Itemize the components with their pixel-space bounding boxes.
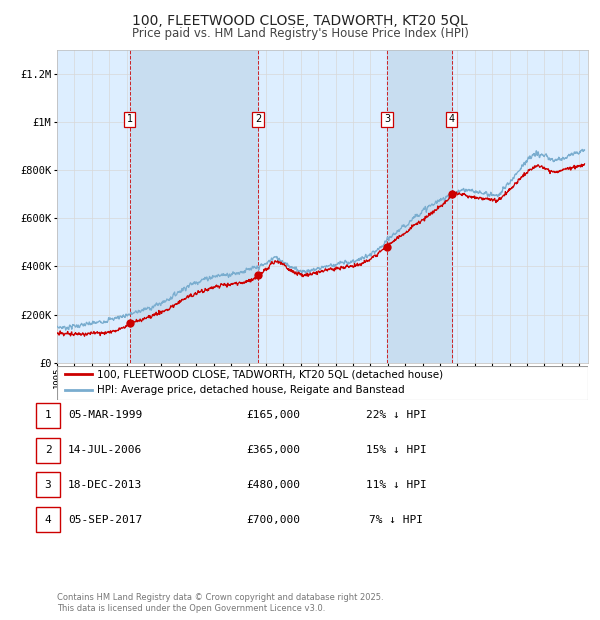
- Bar: [130, 50, 258, 363]
- Text: 3: 3: [384, 115, 390, 125]
- Text: 4: 4: [44, 515, 52, 525]
- Text: 11% ↓ HPI: 11% ↓ HPI: [365, 480, 427, 490]
- Text: 05-SEP-2017: 05-SEP-2017: [68, 515, 142, 525]
- Text: £365,000: £365,000: [246, 445, 300, 455]
- Text: £480,000: £480,000: [246, 480, 300, 490]
- Text: 15% ↓ HPI: 15% ↓ HPI: [365, 445, 427, 455]
- Text: 2: 2: [255, 115, 261, 125]
- Text: 4: 4: [449, 115, 455, 125]
- Text: 100, FLEETWOOD CLOSE, TADWORTH, KT20 5QL: 100, FLEETWOOD CLOSE, TADWORTH, KT20 5QL: [132, 14, 468, 28]
- Text: £165,000: £165,000: [246, 410, 300, 420]
- Text: HPI: Average price, detached house, Reigate and Banstead: HPI: Average price, detached house, Reig…: [97, 385, 404, 395]
- Text: 2: 2: [44, 445, 52, 455]
- Text: Contains HM Land Registry data © Crown copyright and database right 2025.
This d: Contains HM Land Registry data © Crown c…: [57, 593, 383, 613]
- Text: 05-MAR-1999: 05-MAR-1999: [68, 410, 142, 420]
- Text: 1: 1: [44, 410, 52, 420]
- Text: 100, FLEETWOOD CLOSE, TADWORTH, KT20 5QL (detached house): 100, FLEETWOOD CLOSE, TADWORTH, KT20 5QL…: [97, 370, 443, 379]
- Text: 22% ↓ HPI: 22% ↓ HPI: [365, 410, 427, 420]
- FancyBboxPatch shape: [57, 366, 588, 400]
- Text: 18-DEC-2013: 18-DEC-2013: [68, 480, 142, 490]
- Text: 1: 1: [127, 115, 133, 125]
- Text: £700,000: £700,000: [246, 515, 300, 525]
- Text: 7% ↓ HPI: 7% ↓ HPI: [369, 515, 423, 525]
- Text: 14-JUL-2006: 14-JUL-2006: [68, 445, 142, 455]
- Text: 3: 3: [44, 480, 52, 490]
- Bar: [387, 50, 452, 363]
- Text: Price paid vs. HM Land Registry's House Price Index (HPI): Price paid vs. HM Land Registry's House …: [131, 27, 469, 40]
